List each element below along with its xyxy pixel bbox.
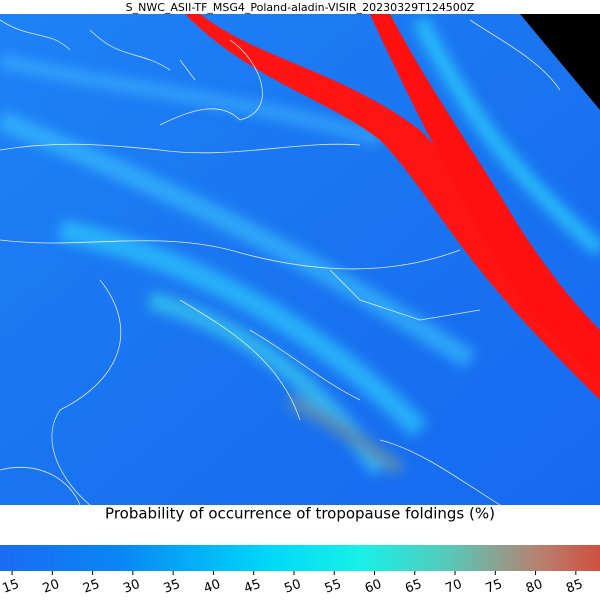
tick-label: 15 [1,577,22,597]
tick-label: 30 [121,577,142,597]
tick-label: 25 [81,577,102,597]
tick-label: 45 [242,577,263,597]
tick-label: 65 [403,577,424,597]
map-title: S_NWC_ASII-TF_MSG4_Poland-aladin-VISIR_2… [126,1,475,14]
tick-label: 50 [282,577,303,597]
colorbar [0,545,600,571]
tick-label: 75 [484,577,505,597]
colorbar-label: Probability of occurrence of tropopause … [105,505,495,523]
tick-label: 35 [162,577,183,597]
tick-label: 60 [363,577,384,597]
tick-label: 20 [41,577,62,597]
tick-label: 40 [202,577,223,597]
tick-label: 70 [443,577,464,597]
tick-label: 55 [323,577,344,597]
tick-label: 80 [524,577,545,597]
map [0,14,600,506]
tick-label: 85 [564,577,585,597]
